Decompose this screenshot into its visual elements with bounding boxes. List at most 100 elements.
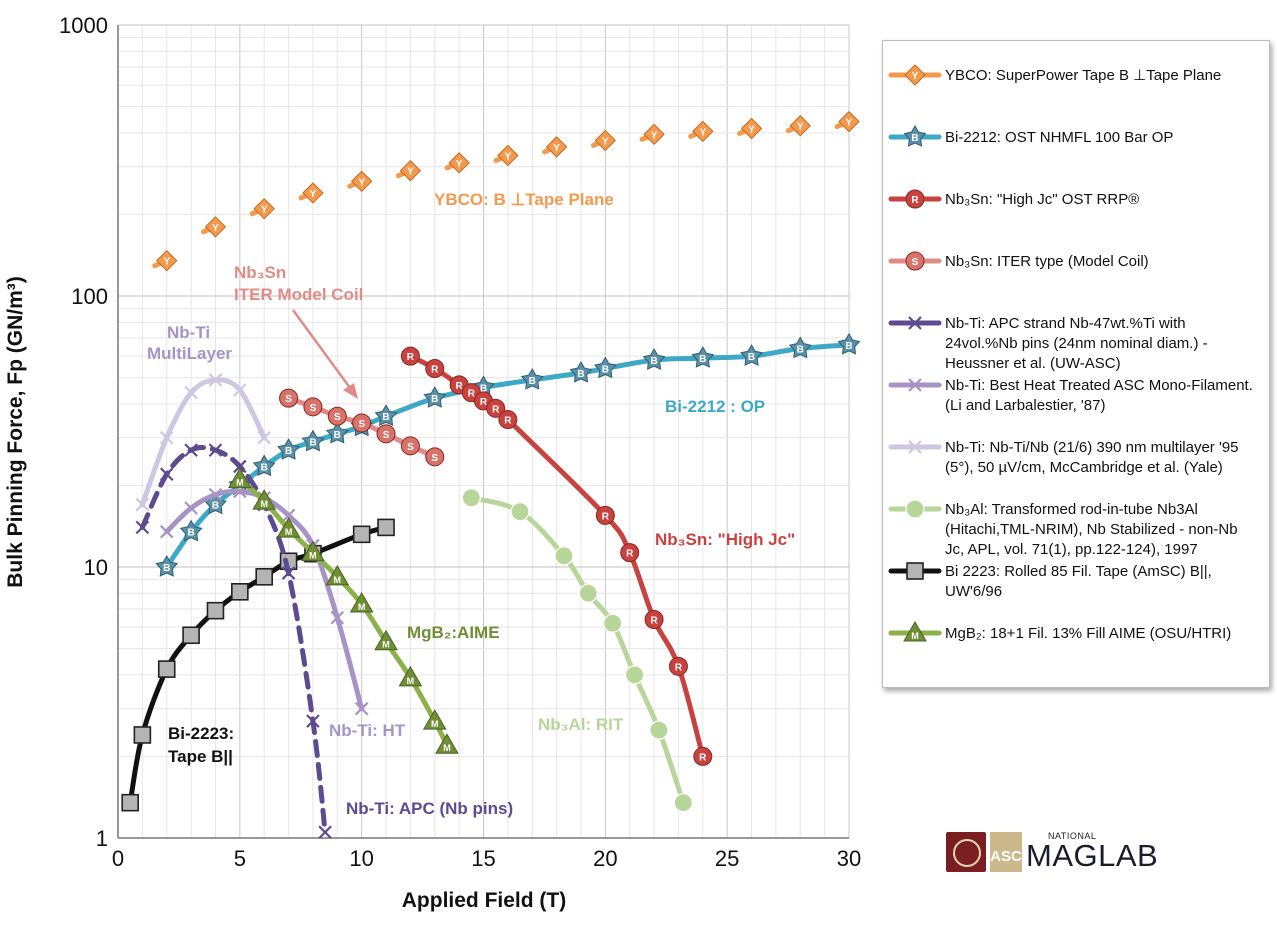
series-line-7 xyxy=(468,495,686,806)
data-point xyxy=(350,170,373,193)
data-point-letter: Y xyxy=(553,143,560,154)
legend-label-line: 24vol.%Nb pins (24nm nominal diam.) - xyxy=(945,335,1208,352)
data-point xyxy=(423,386,447,408)
data-point-letter: B xyxy=(797,345,804,356)
data-point xyxy=(184,501,198,515)
legend-label-line: Nb₃Sn: ITER type (Model Coil) xyxy=(945,253,1149,270)
legend-label-line: Nb-Ti: APC strand Nb-47wt.%Ti with xyxy=(945,315,1186,332)
x-tick-label: 20 xyxy=(593,846,617,871)
data-point xyxy=(281,566,296,580)
series-0: Y Y Y Y Y Y Y Y Y Y Y Y Y Y Y xyxy=(152,110,860,272)
legend-swatch-marker xyxy=(903,621,927,642)
legend-label: Nb-Ti: Nb-Ti/Nb (21/6) 390 nm multilayer… xyxy=(945,439,1239,476)
annotation-iter-pointer-head xyxy=(343,383,358,399)
data-point xyxy=(231,583,249,601)
data-point xyxy=(303,397,323,417)
data-point-letter: S xyxy=(285,394,292,405)
data-point-letter: M xyxy=(407,676,415,686)
legend-label-line: Heussner et al. (UW-ASC) xyxy=(945,355,1121,372)
data-point-letter: R xyxy=(675,662,683,673)
grid xyxy=(117,24,850,839)
legend-label-line: Nb-Ti: Nb-Ti/Nb (21/6) 390 nm multilayer… xyxy=(945,439,1239,456)
data-point-letter: M xyxy=(260,499,268,509)
data-point xyxy=(399,159,422,182)
data-point xyxy=(497,144,519,167)
data-point xyxy=(157,660,176,678)
data-point xyxy=(135,520,150,535)
data-point xyxy=(121,793,139,812)
data-point xyxy=(279,388,299,408)
data-point xyxy=(352,525,371,544)
annotation-nbti-ht: Nb-Ti: HT xyxy=(329,721,406,740)
data-point xyxy=(159,430,174,445)
tick-labels: 0 5 10 15 20 25 30 1 10 100 1000 xyxy=(59,13,861,871)
data-point xyxy=(354,701,369,716)
data-point xyxy=(159,467,174,481)
x-tick-label: 10 xyxy=(349,846,373,871)
data-point xyxy=(425,359,445,379)
data-point-letter: B xyxy=(529,376,536,387)
annotation-nb3al-rit: Nb₃Al: RIT xyxy=(538,715,624,734)
legend-entry-6: Nb-Ti: Nb-Ti/Nb (21/6) 390 nm multilayer… xyxy=(888,439,1239,476)
legend-swatch-marker xyxy=(904,64,926,86)
data-point-letter: B xyxy=(480,383,487,394)
data-point xyxy=(306,714,320,728)
data-point-letter: B xyxy=(261,462,268,473)
data-point xyxy=(208,487,223,502)
data-point-letter: M xyxy=(443,743,451,753)
x-tick-label: 0 xyxy=(112,846,124,871)
data-point xyxy=(400,436,420,456)
annotation-bi2223-1: Bi-2223: xyxy=(168,724,234,743)
data-point xyxy=(227,467,252,489)
data-point xyxy=(435,733,459,754)
data-point xyxy=(182,626,200,645)
data-point xyxy=(374,404,398,426)
data-point xyxy=(644,610,664,630)
fsu-seal-logo xyxy=(946,832,986,872)
annotation-nbti-multilayer-2: MultiLayer xyxy=(147,344,232,363)
series-9: M M M M M M M M M M xyxy=(227,467,459,754)
data-point-letter: B xyxy=(285,446,292,457)
data-point-letter: B xyxy=(212,501,219,512)
data-point xyxy=(789,114,811,137)
legend-entry-5: Nb-Ti: Best Heat Treated ASC Mono-Filame… xyxy=(888,377,1253,414)
data-point xyxy=(578,583,598,603)
data-point-letter: B xyxy=(577,369,584,380)
legend-entry-0: Y YBCO: SuperPower Tape B ⊥Tape Plane xyxy=(888,64,1221,86)
legend-entry-1: B Bi-2212: OST NHMFL 100 Bar OP xyxy=(888,124,1173,147)
data-point-letter: M xyxy=(285,527,293,537)
data-point xyxy=(349,592,374,613)
legend-entry-9: M MgB₂: 18+1 Fil. 13% Fill AIME (OSU/HTRI… xyxy=(888,621,1231,642)
annotation-bi2223-2: Tape B|| xyxy=(168,747,233,766)
data-point xyxy=(255,568,274,586)
data-point-letter: R xyxy=(480,397,488,408)
data-point-letter: S xyxy=(383,430,390,441)
annotation-nbti-multilayer-1: Nb-Ti xyxy=(167,323,210,342)
x-tick-label: 30 xyxy=(837,846,861,871)
legend-entries: Y YBCO: SuperPower Tape B ⊥Tape Plane B Bi-… xyxy=(888,64,1253,642)
data-point xyxy=(377,518,395,537)
data-point-letter: B xyxy=(187,528,194,539)
data-point xyxy=(593,356,617,379)
data-point xyxy=(425,447,445,467)
legend-label-line: MgB₂: 18+1 Fil. 13% Fill AIME (OSU/HTRI) xyxy=(945,625,1231,642)
data-point xyxy=(325,564,350,586)
y-tick-label: 1000 xyxy=(59,13,108,38)
data-point-letter: Y xyxy=(797,122,804,133)
data-point-letter: M xyxy=(236,478,244,488)
y-tick-label: 100 xyxy=(71,284,108,309)
annotation-ybco: YBCO: B ⊥Tape Plane xyxy=(434,190,614,209)
series-4 xyxy=(135,443,332,840)
legend-swatch-marker xyxy=(905,189,925,209)
data-point xyxy=(252,454,276,477)
x-tick-label: 15 xyxy=(471,846,495,871)
data-point xyxy=(325,421,349,444)
data-point xyxy=(594,129,617,152)
institution-logos: ASC NATIONAL MAGLAB xyxy=(946,831,1162,872)
data-point xyxy=(233,459,247,474)
legend: Y YBCO: SuperPower Tape B ⊥Tape Plane B Bi-… xyxy=(882,40,1270,688)
data-point-letter: S xyxy=(407,442,414,453)
data-point xyxy=(461,488,481,508)
legend-entry-2: R Nb₃Sn: "High Jc" OST RRP® xyxy=(888,189,1139,209)
data-point xyxy=(693,746,713,766)
